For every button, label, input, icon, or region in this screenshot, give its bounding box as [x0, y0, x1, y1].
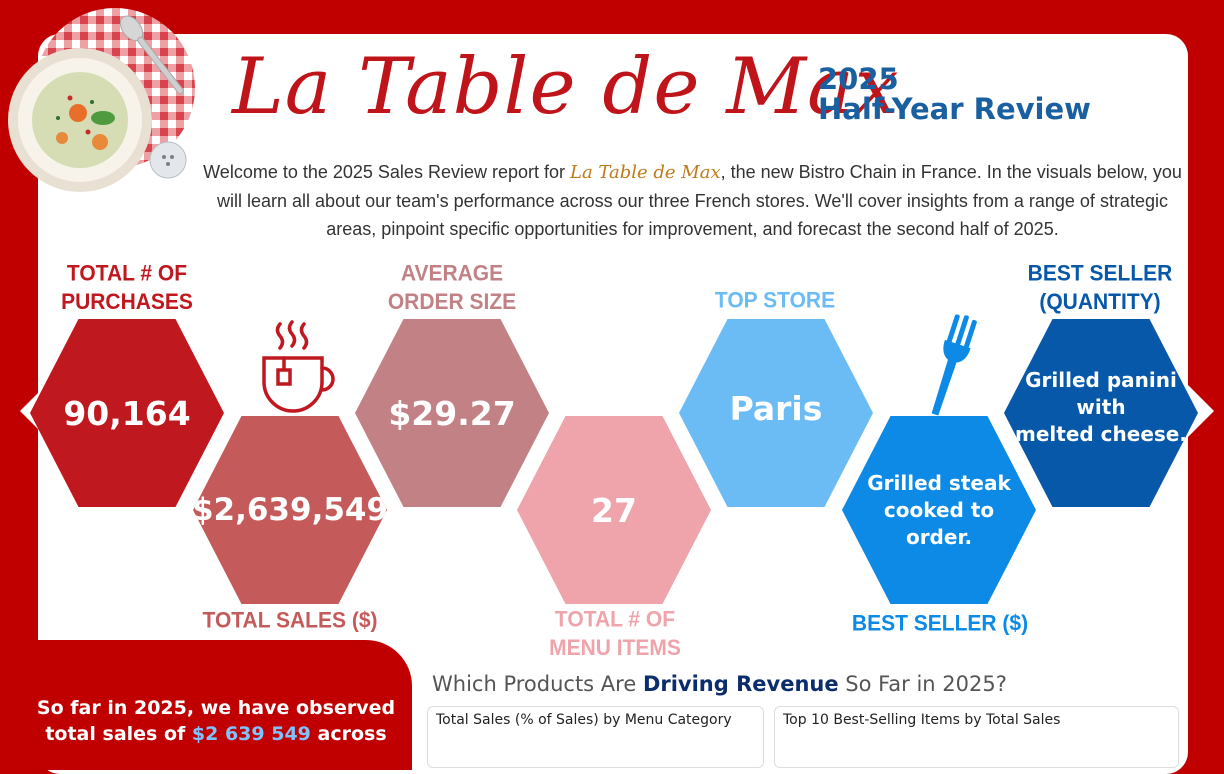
kpi-menu-items-label: TOTAL # OF MENU ITEMS [549, 606, 681, 663]
report-period: 2025 Half-Year Review [818, 64, 1091, 125]
fork-icon [926, 312, 982, 422]
kpi-best-qty-label-line2: (QUANTITY) [1039, 290, 1161, 315]
kpi-purchases-hex: 90,164 [30, 319, 224, 507]
tea-cup-icon [258, 318, 346, 418]
kpi-order-size-label-line2: ORDER SIZE [387, 290, 517, 315]
summary-sales-value: $2 639 549 [191, 723, 311, 745]
kpi-best-qty-value-line1: Grilled panini with [1025, 367, 1177, 419]
kpi-best-qty-value-line2: melted cheese. [1015, 421, 1187, 446]
kpi-best-qty-hex: Grilled panini with melted cheese. [1004, 319, 1198, 507]
intro-text-end: , the new Bistro Chain in France. In the… [217, 162, 1182, 239]
kpi-top-store-label: TOP STORE [714, 288, 836, 313]
kpi-best-dollar-value: Grilled steak cooked to order. [842, 470, 1036, 551]
kpi-best-qty-value: Grilled panini with melted cheese. [1004, 367, 1198, 448]
kpi-order-size-label-line1: AVERAGE [400, 261, 504, 286]
kpi-best-dollar-label: BEST SELLER ($) [851, 611, 1029, 636]
intro-paragraph: Welcome to the 2025 Sales Review report … [200, 158, 1185, 243]
kpi-best-qty-label: BEST SELLER (QUANTITY) [1028, 260, 1173, 317]
report-subtitle: Half-Year Review [818, 92, 1091, 127]
summary-line2-start: total sales of [45, 723, 192, 745]
kpi-top-store-value: Paris [729, 388, 823, 428]
kpi-best-qty-label-line1: BEST SELLER [1027, 261, 1173, 286]
kpi-order-size-label: AVERAGE ORDER SIZE [388, 260, 516, 317]
summary-line2-end: across [310, 723, 387, 745]
chart-card-category-sales: Total Sales (% of Sales) by Menu Categor… [427, 706, 764, 768]
kpi-sales-value: $2,639,549 [191, 492, 389, 528]
kpi-best-dollar-value-line1: Grilled steak [867, 470, 1011, 495]
intro-brand: La Table de Max [570, 162, 721, 183]
summary-line2: total sales of $2 639 549 across [0, 721, 432, 747]
kpi-best-dollar-value-line2: cooked to order. [883, 497, 995, 549]
kpi-purchases-label-line1: TOTAL # OF [66, 261, 188, 286]
intro-text-start: Welcome to the 2025 Sales Review report … [203, 162, 570, 182]
brand-title: La Table de Max [232, 42, 900, 132]
chart-card-top-items: Top 10 Best-Selling Items by Total Sales [774, 706, 1179, 768]
section-title-highlight: Driving Revenue [642, 672, 839, 696]
kpi-menu-items-label-line2: MENU ITEMS [549, 636, 681, 661]
kpi-menu-items-value: 27 [591, 490, 637, 530]
kpi-order-size-value: $29.27 [388, 393, 516, 433]
summary-panel: So far in 2025, we have observed total s… [0, 640, 412, 770]
plate-icon [0, 0, 200, 200]
kpi-purchases-label: TOTAL # OF PURCHASES [61, 260, 193, 317]
kpi-purchases-label-line2: PURCHASES [61, 290, 193, 315]
chart-title-top-items: Top 10 Best-Selling Items by Total Sales [783, 712, 1061, 728]
section-title-end: So Far in 2025? [838, 672, 1007, 696]
summary-text: So far in 2025, we have observed total s… [0, 695, 432, 747]
chart-title-category-sales: Total Sales (% of Sales) by Menu Categor… [436, 712, 732, 728]
section-title-start: Which Products Are [432, 672, 643, 696]
section-title: Which Products Are Driving Revenue So Fa… [432, 672, 1007, 696]
summary-line1: So far in 2025, we have observed [36, 697, 396, 719]
kpi-purchases-value: 90,164 [63, 393, 191, 433]
kpi-menu-items-label-line1: TOTAL # OF [554, 607, 676, 632]
report-year: 2025 [818, 62, 899, 96]
kpi-sales-label: TOTAL SALES ($) [202, 608, 378, 633]
